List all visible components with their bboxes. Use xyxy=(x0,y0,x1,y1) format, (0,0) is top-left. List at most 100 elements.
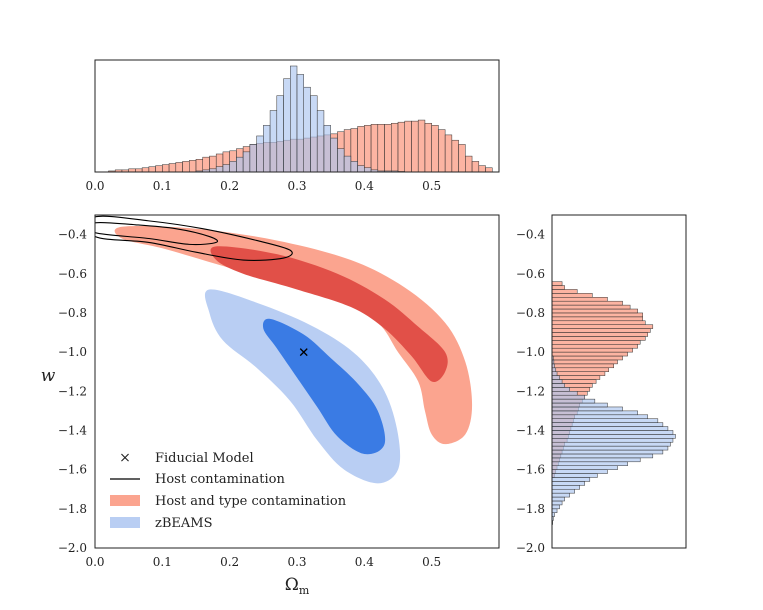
right-hist-bar-host-type xyxy=(551,285,565,290)
right-hist-bar-zbeams xyxy=(551,473,598,478)
right-hist-bar-zbeams xyxy=(551,500,563,506)
contour-layer xyxy=(95,215,473,484)
right-hist-bar-host-type xyxy=(551,316,643,322)
legend-zbeams-swatch xyxy=(110,517,140,528)
top-hist-bar-host-type xyxy=(417,119,426,173)
right-hist-bar-host-type xyxy=(551,324,654,329)
top-hist-bar-host-type xyxy=(155,165,163,173)
top-hist-bar-host-type xyxy=(438,129,446,173)
top-hist-bar-host-type xyxy=(404,120,412,173)
main-y-tick-label: −1.0 xyxy=(58,345,87,359)
right-hist-bar-host-type xyxy=(551,312,643,318)
right-hist-bar-host-type xyxy=(551,293,593,298)
main-y-tick-label: −2.0 xyxy=(58,541,87,555)
top-hist-bar-zbeams xyxy=(357,165,365,173)
top-hist-bar-zbeams xyxy=(290,65,298,173)
main-x-tick-label: 0.4 xyxy=(355,555,374,569)
top-hist-bar-zbeams xyxy=(310,95,318,173)
top-hist-bar-host-type xyxy=(148,166,156,173)
top-hist-bar-host-type xyxy=(431,125,439,173)
main-y-tick-label: −0.4 xyxy=(58,228,88,242)
right-hist-bar-host-type xyxy=(551,359,618,365)
top-hist-bar-host-type xyxy=(141,167,150,173)
contour-host-inner xyxy=(95,221,219,246)
legend-fiducial-marker: × xyxy=(119,450,131,466)
top-hist-bar-zbeams xyxy=(323,125,331,173)
top-x-tick-label: 0.0 xyxy=(85,179,104,193)
right-hist-bar-zbeams xyxy=(551,461,628,466)
top-hist-bar-host-type xyxy=(465,155,473,173)
top-histogram-x-ticks: 0.0 0.1 0.2 0.3 0.4 0.5 xyxy=(85,179,441,193)
top-hist-bar-host-type xyxy=(357,126,365,173)
top-hist-bar-host-type xyxy=(182,161,190,173)
top-hist-bar-host-type xyxy=(175,162,183,173)
top-hist-bar-zbeams xyxy=(296,74,304,173)
top-hist-bar-host-type xyxy=(377,124,385,173)
legend-zbeams-label: zBEAMS xyxy=(155,516,213,531)
right-hist-bar-zbeams xyxy=(551,426,669,431)
right-hist-bar-zbeams xyxy=(551,414,649,419)
right-hist-bar-host-type xyxy=(551,304,631,310)
top-hist-bar-zbeams xyxy=(330,137,338,173)
right-hist-bar-zbeams xyxy=(551,445,669,451)
contour-host-type-outer xyxy=(114,226,473,445)
main-x-ticks: 0.0 0.1 0.2 0.3 0.4 0.5 xyxy=(85,555,441,569)
top-hist-bar-host-type xyxy=(471,161,480,173)
top-hist-bar-zbeams xyxy=(222,164,230,173)
right-histogram-y-ticks: −2.0 −1.8 −1.6 −1.4 −1.2 −1.0 −0.8 −0.6 −0.4 xyxy=(516,228,546,555)
top-hist-bar-zbeams xyxy=(256,135,264,173)
top-hist-bar-zbeams xyxy=(263,125,271,173)
right-hist-bar-zbeams xyxy=(551,430,674,435)
right-hist-bar-zbeams xyxy=(551,418,659,423)
right-hist-bar-zbeams xyxy=(551,434,676,439)
top-hist-bar-zbeams xyxy=(242,151,251,173)
top-hist-bar-zbeams xyxy=(236,156,244,173)
right-y-tick-label: −1.6 xyxy=(516,463,545,477)
fiducial-marker xyxy=(299,348,308,357)
top-hist-bar-host-type xyxy=(391,122,399,173)
top-hist-bar-zbeams xyxy=(229,161,237,173)
top-hist-bar-host-type xyxy=(189,160,197,173)
main-x-tick-label: 0.1 xyxy=(153,555,172,569)
right-y-tick-label: −0.6 xyxy=(516,267,545,281)
right-hist-bar-zbeams xyxy=(551,398,596,404)
right-hist-bar-zbeams xyxy=(551,465,618,470)
contour-host-type-inner xyxy=(210,246,448,383)
right-hist-bar-zbeams xyxy=(551,402,608,408)
top-hist-bar-host-type xyxy=(168,163,177,173)
right-hist-bar-zbeams xyxy=(551,371,558,376)
top-hist-bar-host-type xyxy=(411,120,419,173)
top-hist-bar-zbeams xyxy=(350,161,358,173)
x-axis-title: Ωm xyxy=(285,575,310,597)
right-hist-bar-host-type xyxy=(551,340,641,345)
right-hist-bar-host-type xyxy=(551,351,628,357)
right-hist-bar-host-type xyxy=(551,308,638,314)
right-hist-bar-host-type xyxy=(551,367,609,372)
right-hist-bar-host-type xyxy=(551,297,608,302)
top-hist-bar-zbeams xyxy=(269,110,278,173)
top-x-tick-label: 0.3 xyxy=(287,179,306,193)
legend-fiducial-label: Fiducial Model xyxy=(155,451,254,466)
right-hist-bar-zbeams xyxy=(551,453,654,459)
top-hist-bar-host-type xyxy=(451,139,459,173)
right-histogram-panel: −2.0 −1.8 −1.6 −1.4 −1.2 −1.0 −0.8 −0.6 −0.4 xyxy=(516,214,687,555)
right-hist-bar-zbeams xyxy=(551,504,560,510)
legend-host-type-swatch xyxy=(110,495,140,506)
top-hist-bar-zbeams xyxy=(343,155,352,173)
top-hist-bar-zbeams xyxy=(276,95,284,173)
top-hist-bar-zbeams xyxy=(249,144,257,173)
right-hist-bar-zbeams xyxy=(551,485,580,490)
main-y-ticks: −2.0 −1.8 −1.6 −1.4 −1.2 −1.0 −0.8 −0.6 −0.4 xyxy=(58,228,88,555)
right-y-tick-label: −2.0 xyxy=(516,541,545,555)
top-hist-bar-host-type xyxy=(195,159,203,173)
top-x-tick-label: 0.2 xyxy=(220,179,239,193)
top-hist-bar-zbeams xyxy=(364,167,372,173)
right-hist-bar-host-type xyxy=(551,328,651,333)
legend-host-label: Host contamination xyxy=(155,472,285,487)
right-hist-bar-zbeams xyxy=(551,496,565,502)
main-y-tick-label: −1.2 xyxy=(58,384,87,398)
right-hist-bar-host-type xyxy=(551,332,649,337)
right-histogram-bars xyxy=(551,281,676,525)
right-hist-bar-host-type xyxy=(551,371,606,376)
